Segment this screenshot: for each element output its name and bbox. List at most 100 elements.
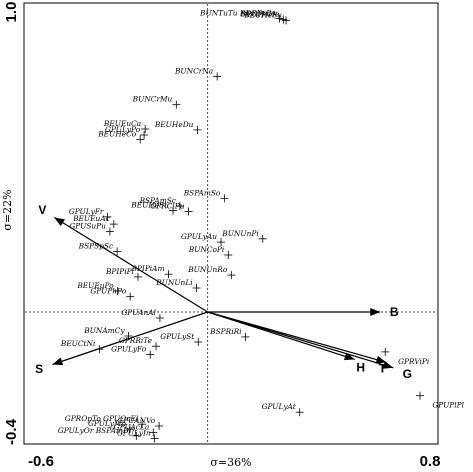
data-point: GPUANVo — [117, 416, 164, 430]
vector-s: S — [35, 311, 208, 376]
point-label: GPROpTo GPUOcEl — [65, 414, 139, 423]
data-point: BUNUnLi — [155, 278, 201, 292]
point-label: BSPRiRi — [209, 327, 241, 336]
data-point: BUNUnRo — [187, 265, 236, 280]
data-point: BEUEuPo — [76, 281, 122, 295]
point-label: BEUEuCa — [103, 119, 141, 128]
data-point: BEUHeCo — [97, 130, 145, 144]
data-point: GPRRiTe — [119, 336, 161, 351]
point-label: BPIPiPi — [105, 267, 134, 276]
data-point: BEUHeSu — [243, 10, 291, 25]
data-point: GPUAcLa — [114, 423, 158, 437]
point-label: GPUANVo — [117, 416, 155, 425]
point-label: GPULyAu — [181, 232, 217, 241]
data-point: BPIPiAm — [131, 264, 173, 279]
vector-line — [54, 216, 209, 313]
vector-arrowhead — [375, 355, 387, 364]
data-point: GPULyIn — [117, 429, 159, 443]
point-label: BEUEuAc — [72, 214, 110, 223]
data-point: GPULyAt — [262, 402, 304, 417]
point-label: GPULyIn — [117, 429, 151, 438]
data-point: GPULyOr BSPAmDr — [58, 426, 141, 440]
vector-label: B — [390, 305, 399, 319]
data-point: BPIPiPi — [105, 267, 142, 281]
point-label: BSPAmSo — [183, 188, 221, 197]
point-label: BEUHeCo — [97, 130, 137, 139]
data-point: GPUAnAl — [121, 308, 164, 322]
point-label: BEUHeSu — [130, 201, 169, 210]
data-point: GPULyPo — [105, 125, 149, 139]
point-label: BUNCrMu — [132, 95, 173, 104]
point-label: GPRViPi — [398, 357, 429, 366]
data-point: BEUCtNi — [60, 339, 104, 354]
vector-label: S — [35, 362, 43, 376]
point-label: GPUAnAl — [121, 308, 156, 317]
data-point: GPROpTo GPUOcEl — [65, 414, 147, 429]
point-label: BUNAmCy — [83, 326, 125, 335]
data-point: BEUEuAc — [72, 214, 118, 229]
point-label: BEUHeSu — [243, 10, 282, 19]
vector-b: B — [207, 305, 399, 319]
vector-h: H — [207, 311, 365, 374]
data-point: GPULyFr — [69, 207, 112, 221]
point-label: GPULySt — [160, 332, 194, 341]
point-label: GPUAcLa — [114, 423, 150, 432]
vector-arrowhead — [343, 352, 355, 361]
point-label: BSPAmSc — [139, 196, 176, 205]
data-point: BUNUnPi — [221, 229, 267, 243]
data-point: GPUPlPl — [415, 391, 465, 410]
data-point: GPULyMo — [88, 419, 134, 433]
point-label: BEUHeHe — [240, 10, 280, 19]
data-point: BSPRiRi — [209, 327, 250, 341]
sample-points: BUNTuTu BDRDrPoBEUHeHeBEUHeSuBUNCrNaBUNC… — [58, 9, 465, 443]
point-label: BEUCtNi — [60, 339, 96, 348]
x-tick-label-0: -0.6 — [28, 453, 54, 470]
point-label: BUNUnRo — [187, 265, 228, 274]
point-label: BUNUnLi — [155, 278, 192, 287]
data-point: GPRClPu — [150, 202, 193, 216]
data-point: BUNCrMu — [132, 95, 181, 109]
data-point: GPRViPi — [381, 347, 429, 366]
point-label: BEUEuPo — [76, 281, 114, 290]
point-label: GPUSuPu — [69, 222, 106, 231]
data-point: GPULyFo — [111, 345, 155, 359]
y-axis-label: σ=22% — [1, 189, 14, 230]
vector-line — [52, 311, 208, 366]
data-point: GPULyAu — [181, 232, 226, 247]
x-axis-label: σ=36% — [210, 456, 251, 469]
data-point: BSPAmSo — [183, 188, 229, 203]
vector-line — [207, 311, 394, 369]
vector-arrowhead — [54, 217, 65, 227]
vector-arrowhead — [382, 361, 394, 369]
point-label: BUNCoPi — [188, 245, 225, 254]
point-label: GPUPlPl — [432, 401, 464, 410]
data-point: BUNCoPi — [188, 245, 233, 259]
point-label: GPULyFo — [111, 345, 147, 354]
point-label: GPULyMo — [88, 419, 126, 428]
point-label: BUNCrNa — [174, 67, 213, 76]
axis-ticks: -0.6 0.8 1.0 -0.4 — [3, 2, 440, 470]
x-tick-label-1: 0.8 — [420, 453, 441, 470]
point-label: GPULyOr BSPAmDr — [58, 426, 133, 435]
data-point: BEUHeDu — [154, 120, 202, 134]
data-point: GPULySt — [160, 332, 203, 346]
point-label: BPIPiAm — [131, 264, 165, 273]
vector-label: G — [403, 367, 412, 381]
vector-g: G — [207, 311, 412, 381]
vector-label: H — [356, 360, 365, 374]
data-point: BSPSpSc — [78, 241, 122, 256]
data-point: GPUSuPu — [69, 222, 114, 236]
point-label: BUNTuTu BDRDrPo — [199, 9, 276, 18]
data-point: BUNTuTu BDRDrPo — [199, 9, 284, 23]
vector-v: V — [38, 203, 209, 313]
vector-label: V — [38, 203, 46, 217]
y-tick-label-1: -0.4 — [3, 418, 20, 445]
y-tick-label-0: 1.0 — [3, 2, 20, 23]
data-point: BUNCrNa — [174, 67, 222, 81]
data-point: BEUHeSu — [130, 201, 177, 215]
point-label: GPULyAt — [262, 402, 296, 411]
point-label: GPRClPu — [150, 202, 184, 211]
point-label: BEUHeDu — [154, 120, 194, 129]
